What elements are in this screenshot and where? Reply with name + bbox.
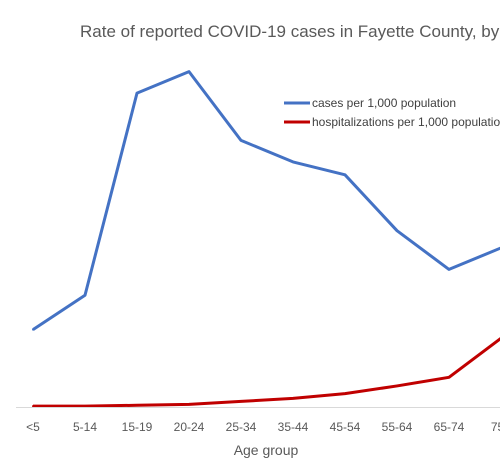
series-1-point <box>344 392 346 395</box>
x-axis-title: Age group <box>234 442 299 458</box>
x-tick-label: <5 <box>26 420 40 434</box>
series-0-point <box>240 139 242 142</box>
series-1-point <box>136 404 138 407</box>
legend-label-0: cases per 1,000 population <box>312 96 456 110</box>
series-1-point <box>188 403 190 406</box>
x-tick-labels: <5 5-14 15-19 20-24 25-34 35-44 45-54 55-64 65-7… <box>26 420 500 434</box>
x-tick-label: 55-64 <box>382 420 413 434</box>
legend: cases per 1,000 population hospitalizatio… <box>284 96 500 129</box>
series-1-point <box>84 405 86 408</box>
x-tick-label: 65-74 <box>434 420 465 434</box>
series-line-0 <box>32 70 500 331</box>
series-1-point <box>396 384 398 387</box>
series-0-point <box>396 229 398 232</box>
x-tick-label: 15-19 <box>122 420 153 434</box>
x-tick-label: 35-44 <box>278 420 309 434</box>
x-tick-label: 5-14 <box>73 420 97 434</box>
plot-area <box>32 70 500 408</box>
legend-label-1: hospitalizations per 1,000 population <box>312 115 500 129</box>
series-0-point <box>292 160 294 163</box>
series-0-point <box>344 173 346 176</box>
x-tick-label: 20-24 <box>174 420 205 434</box>
x-tick-label: 45-54 <box>330 420 361 434</box>
series-0-point <box>136 92 138 95</box>
series-1-point <box>240 400 242 403</box>
series-0-point <box>188 70 190 73</box>
x-tick-label: 75+ <box>491 420 500 434</box>
series-0-point <box>32 328 34 331</box>
x-tick-label: 25-34 <box>226 420 257 434</box>
series-1-point <box>448 376 450 379</box>
series-0-point <box>84 294 86 297</box>
series-1-point <box>292 397 294 400</box>
chart-title: Rate of reported COVID-19 cases in Fayet… <box>80 22 500 41</box>
series-line-1 <box>33 337 500 408</box>
series-1-point <box>32 405 34 408</box>
series-0-point <box>448 268 450 271</box>
